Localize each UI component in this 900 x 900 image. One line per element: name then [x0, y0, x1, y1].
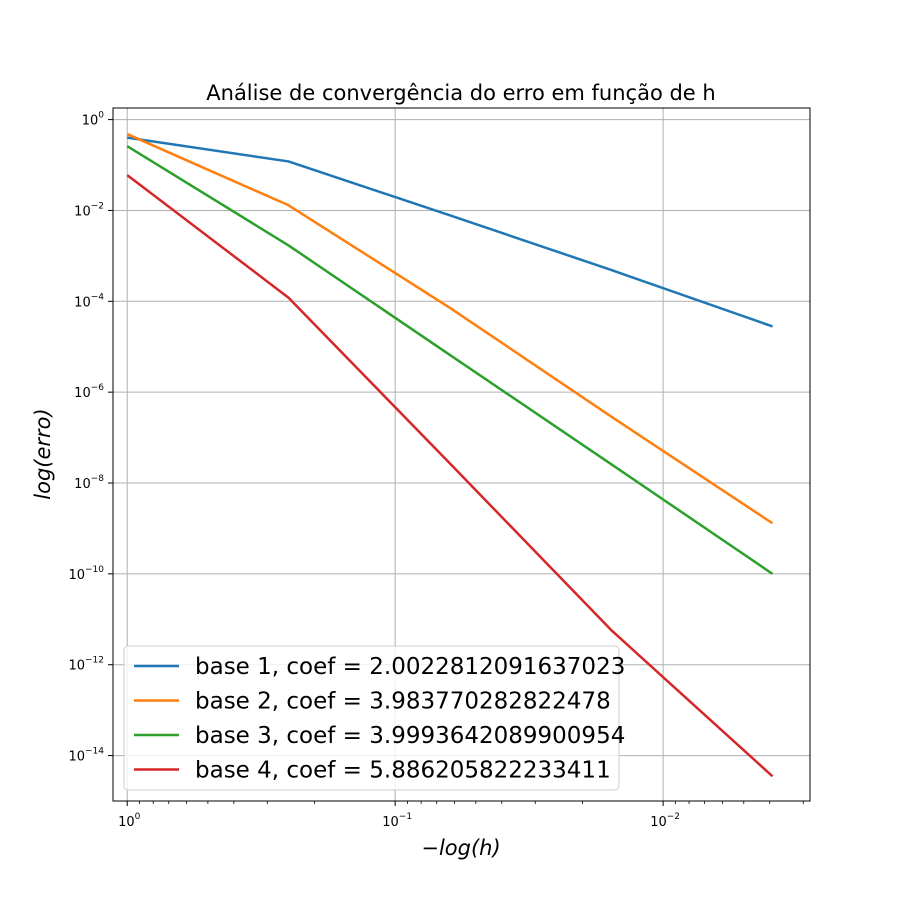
x-tick-label: 100 [118, 812, 141, 830]
x-axis-label: −log(h) [421, 836, 500, 860]
y-tick-label-exponent: −8 [91, 474, 105, 484]
y-tick-label-exponent: −10 [85, 565, 104, 575]
y-tick-label: 10−4 [74, 292, 104, 310]
y-tick-label: 100 [82, 111, 105, 129]
y-tick-label: 10−6 [74, 383, 104, 401]
x-tick-label-base: 10 [382, 815, 399, 830]
y-tick-label-base: 10 [74, 204, 91, 219]
series-line-base-2 [126, 132, 774, 525]
x-tick-label-exponent: −1 [399, 812, 412, 822]
legend-label-base-1: base 1, coef = 2.0022812091637023 [195, 654, 625, 680]
y-tick-label-exponent: −2 [91, 201, 104, 211]
series-lines [126, 132, 774, 778]
legend-label-base-4: base 4, coef = 5.886205822233411 [195, 758, 611, 784]
x-tick-label-base: 10 [118, 815, 135, 830]
chart-title: Análise de convergência do erro em funçã… [206, 81, 715, 105]
plot-frame [112, 107, 811, 802]
y-tick-label-base: 10 [74, 295, 91, 310]
series-line-base-3 [126, 145, 774, 575]
x-tick-label: 10−1 [382, 812, 412, 830]
series-line-base-1 [127, 136, 773, 328]
y-tick-label: 10−10 [68, 565, 104, 583]
y-tick-label-base: 10 [68, 659, 85, 674]
y-tick-label: 10−14 [68, 747, 104, 765]
y-tick-label-base: 10 [74, 477, 91, 492]
legend-label-base-2: base 2, coef = 3.983770282822478 [195, 689, 611, 715]
y-tick-label-base: 10 [68, 750, 85, 765]
y-tick-label: 10−2 [74, 201, 104, 219]
y-axis-label: log(erro) [31, 408, 55, 499]
y-tick-label: 10−8 [74, 474, 104, 492]
x-tick-label-base: 10 [650, 815, 667, 830]
y-tick-label-exponent: −12 [85, 656, 104, 666]
y-tick-label-exponent: 0 [98, 111, 104, 121]
axis-ticks: 100 10−1 10−210010−210−410−610−810−1010−12… [68, 111, 804, 830]
y-tick-label-exponent: −14 [85, 747, 104, 757]
legend-label-base-3: base 3, coef = 3.9993642089900954 [195, 723, 625, 749]
x-tick-label-exponent: −2 [667, 812, 680, 822]
legend: base 1, coef = 2.0022812091637023 base 2,… [123, 645, 625, 791]
y-tick-label-base: 10 [68, 568, 85, 583]
y-tick-label-base: 10 [74, 386, 91, 401]
y-tick-label-base: 10 [82, 114, 99, 129]
legend-box [123, 645, 620, 791]
x-tick-label-exponent: 0 [135, 812, 141, 822]
y-tick-label-exponent: −6 [91, 383, 105, 393]
y-tick-label: 10−12 [68, 656, 104, 674]
series-line-base-4 [126, 174, 774, 778]
y-tick-label-exponent: −4 [91, 292, 105, 302]
x-tick-label: 10−2 [650, 812, 680, 830]
